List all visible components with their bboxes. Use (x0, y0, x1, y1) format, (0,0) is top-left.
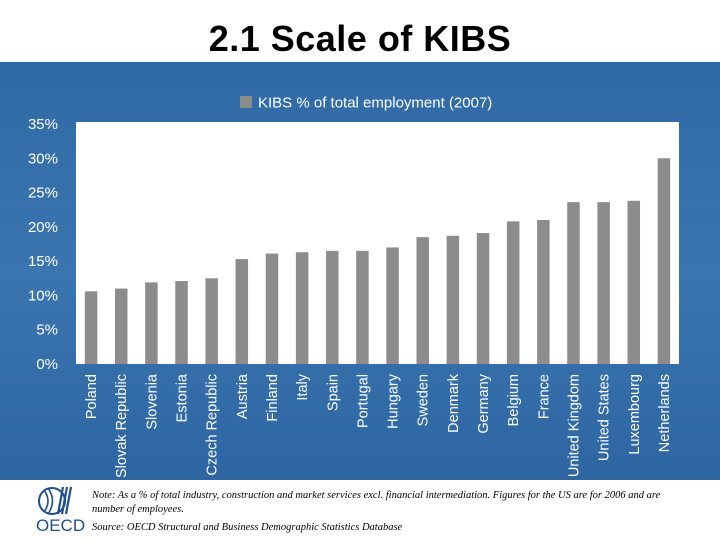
bar (114, 288, 128, 364)
bar (416, 237, 429, 364)
title-bar: 2.1 Scale of KIBS (0, 0, 720, 62)
y-axis: 0% 5% 10% 15% 20% 25% 30% 35% (28, 116, 58, 373)
x-tick-label: Portugal (355, 374, 371, 428)
bar (476, 233, 490, 364)
x-tick-label: Hungary (386, 373, 402, 429)
bar (175, 281, 188, 364)
x-tick-label: Poland (84, 374, 100, 419)
x-tick-label: Austria (235, 373, 251, 419)
y-tick-label: 25% (28, 185, 58, 202)
bar (597, 202, 610, 364)
y-tick-label: 20% (28, 219, 58, 236)
bar (506, 221, 520, 364)
x-tick-label: Germany (476, 373, 492, 433)
y-tick-label: 35% (28, 116, 58, 133)
bar (446, 235, 460, 364)
legend: KIBS % of total employment (2007) (240, 95, 492, 112)
bar (265, 253, 279, 364)
x-tick-label: Belgium (506, 374, 522, 426)
bar (567, 202, 580, 364)
x-tick-label: Italy (295, 373, 311, 400)
x-tick-label: Finland (265, 374, 281, 422)
x-tick-label: Slovak Republic (114, 374, 130, 478)
x-tick-label: Spain (325, 374, 341, 411)
x-tick-label: Estonia (175, 373, 191, 422)
x-tick-label: Czech Republic (205, 374, 221, 476)
legend-swatch (240, 96, 252, 108)
page-title: 2.1 Scale of KIBS (208, 18, 512, 59)
bar (356, 250, 369, 364)
bar-series (84, 158, 671, 364)
y-tick-label: 15% (28, 253, 58, 270)
y-tick-label: 5% (36, 322, 58, 339)
y-tick-label: 0% (36, 356, 58, 373)
bar (627, 200, 641, 364)
bar (537, 220, 550, 364)
footer (0, 480, 720, 540)
x-tick-label: Slovenia (144, 373, 160, 430)
x-tick-label: Sweden (416, 374, 432, 426)
bar (205, 278, 218, 364)
x-tick-label: France (536, 374, 552, 419)
footnote: Note: As a % of total industry, construc… (92, 490, 661, 515)
x-tick-label: Denmark (446, 373, 462, 433)
bar (386, 247, 399, 364)
legend-label: KIBS % of total employment (2007) (258, 95, 492, 112)
oecd-logo-icon (38, 486, 73, 515)
bar (657, 158, 671, 364)
plot-area (76, 122, 679, 364)
x-tick-label: Netherlands (657, 374, 673, 452)
x-tick-label: United States (597, 374, 613, 461)
bar (84, 291, 98, 364)
bar (326, 250, 339, 364)
x-tick-label: Luxembourg (627, 374, 643, 455)
logo-text: OECD (36, 516, 86, 535)
y-tick-label: 30% (28, 150, 58, 167)
bar (295, 252, 309, 364)
bar-chart: 0% 5% 10% 15% 20% 25% 30% 35% Poland Slovak Repu… (28, 95, 679, 478)
x-tick-label: United Kingdom (566, 374, 582, 477)
bar (235, 259, 249, 364)
x-axis: Poland Slovak Republic Slovenia Estonia Czec… (84, 373, 673, 478)
source-note: Source: OECD Structural and Business Dem… (92, 522, 403, 533)
bar (145, 282, 158, 364)
y-tick-label: 10% (28, 287, 58, 304)
